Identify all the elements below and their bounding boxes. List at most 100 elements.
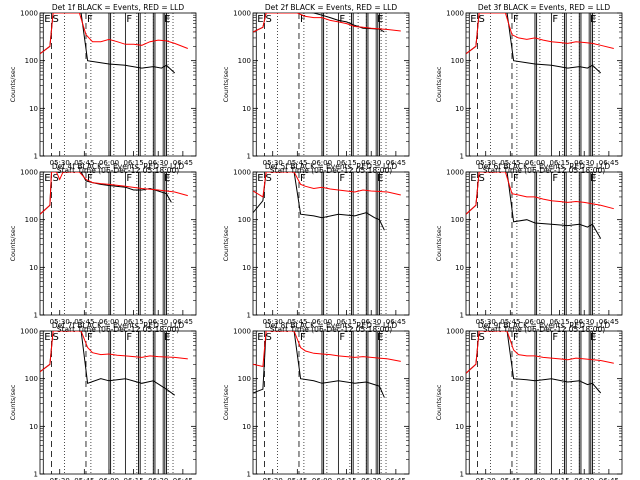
events-series-line [253, 13, 385, 33]
plot-frame [465, 12, 623, 157]
event-flag-label: E [44, 14, 50, 25]
y-tick-label: 1 [34, 153, 38, 161]
y-tick-label: 1 [247, 153, 251, 161]
x-axis-label: Start Time (06-Dec-12 05:18:00) [57, 166, 179, 175]
x-tick-label: 06:45 [599, 159, 619, 167]
lld-series-line [40, 13, 188, 55]
panel-title: Det 3f BLACK = Events, RED = LLD [478, 3, 611, 12]
event-flag-label: E [257, 332, 263, 343]
x-tick-label: 05:30 [476, 318, 496, 326]
y-tick-label: 10 [455, 105, 464, 113]
panel-title: Det 7f BLACK = Events, RED = LLD [52, 321, 185, 330]
event-flag-label: F [300, 332, 306, 343]
event-flag-label: F [339, 14, 345, 25]
x-tick-label: 06:45 [173, 318, 193, 326]
event-flag-label: E [590, 173, 596, 184]
events-series-line [40, 331, 175, 396]
y-tick-label: 10 [29, 264, 38, 272]
event-flag-label: F [513, 332, 519, 343]
y-axis-label: Counts/sec [435, 384, 443, 420]
plot-frame [252, 171, 410, 316]
event-flag-label: S [478, 14, 484, 25]
x-axis-label: Start Time (06-Dec-12 05:18:00) [483, 325, 605, 334]
event-flag-label: F [552, 173, 558, 184]
events-series-line [466, 13, 602, 74]
event-flag-label: F [87, 332, 93, 343]
plot-frame [252, 330, 410, 475]
x-tick-label: 06:00 [99, 318, 119, 326]
plot-frame [39, 330, 197, 475]
events-series-line [253, 172, 385, 231]
x-tick-label: 06:45 [599, 318, 619, 326]
x-tick-label: 06:30 [148, 159, 168, 167]
y-tick-label: 100 [451, 216, 464, 224]
x-tick-label: 06:45 [173, 477, 193, 480]
x-tick-label: 06:30 [361, 318, 381, 326]
event-flag-label: F [126, 173, 132, 184]
x-tick-label: 06:45 [386, 318, 406, 326]
x-axis-label: Start Time (06-Dec-12 05:18:00) [483, 166, 605, 175]
x-tick-label: 06:45 [386, 159, 406, 167]
plot-frame [465, 330, 623, 475]
lld-series-line [253, 172, 401, 198]
plot-frame [39, 171, 197, 316]
panel-title: Det 5f BLACK = Events, RED = LLD [265, 162, 398, 171]
y-axis-label: Counts/sec [222, 225, 230, 261]
y-tick-label: 1 [34, 471, 38, 479]
x-tick-label: 05:45 [74, 318, 94, 326]
y-tick-label: 1 [460, 153, 464, 161]
event-flag-label: F [126, 332, 132, 343]
x-tick-label: 06:45 [599, 477, 619, 480]
event-flag-label: E [470, 173, 476, 184]
event-flag-label: S [265, 173, 271, 184]
y-tick-label: 1000 [233, 328, 251, 336]
y-tick-label: 100 [238, 216, 251, 224]
y-tick-label: 100 [25, 375, 38, 383]
x-tick-label: 05:30 [263, 318, 283, 326]
x-tick-label: 05:45 [500, 318, 520, 326]
y-axis-label: Counts/sec [9, 66, 17, 102]
x-tick-label: 06:00 [99, 159, 119, 167]
x-tick-label: 05:30 [263, 477, 283, 480]
y-axis-label: Counts/sec [435, 225, 443, 261]
y-axis-label: Counts/sec [9, 225, 17, 261]
lld-series-line [253, 331, 401, 368]
events-series-line [40, 13, 176, 74]
y-tick-label: 100 [25, 57, 38, 65]
x-tick-label: 05:45 [287, 477, 307, 480]
x-tick-label: 05:30 [50, 159, 70, 167]
y-axis-label: Counts/sec [222, 66, 230, 102]
x-tick-label: 06:45 [173, 159, 193, 167]
x-tick-label: 05:45 [287, 318, 307, 326]
x-tick-label: 06:00 [312, 159, 332, 167]
event-flag-label: F [552, 14, 558, 25]
events-series-line [466, 172, 602, 239]
lld-series-line [40, 331, 188, 373]
x-axis-label: Start Time (06-Dec-12 05:18:00) [270, 325, 392, 334]
x-tick-label: 05:30 [476, 477, 496, 480]
panel-title: Det 8f BLACK = Events, RED = LLD [265, 321, 398, 330]
x-tick-label: 05:30 [50, 318, 70, 326]
x-tick-label: 06:00 [99, 477, 119, 480]
x-tick-label: 05:45 [500, 477, 520, 480]
events-series-line [466, 331, 602, 394]
x-tick-label: 06:00 [312, 318, 332, 326]
y-tick-label: 10 [29, 105, 38, 113]
lld-series-line [466, 172, 614, 215]
y-tick-label: 1 [460, 471, 464, 479]
y-tick-label: 1000 [446, 10, 464, 18]
y-tick-label: 100 [451, 57, 464, 65]
y-tick-label: 1 [460, 312, 464, 320]
panel-title: Det 1f BLACK = Events, RED = LLD [52, 3, 185, 12]
x-tick-label: 05:30 [476, 159, 496, 167]
event-flag-label: F [87, 173, 93, 184]
event-flag-label: E [590, 14, 596, 25]
event-flag-label: E [44, 173, 50, 184]
y-tick-label: 1000 [233, 10, 251, 18]
